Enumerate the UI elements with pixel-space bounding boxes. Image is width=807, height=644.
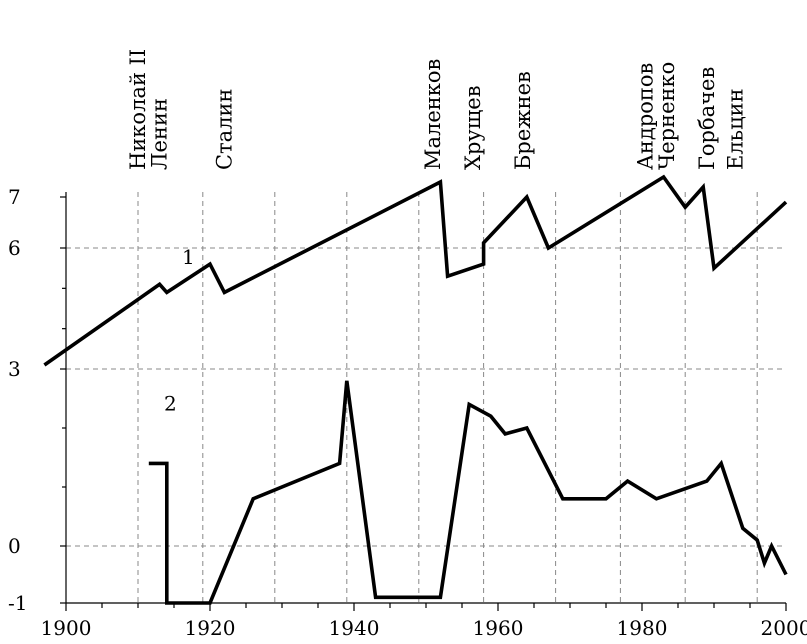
leader-label: Маленков (421, 59, 445, 170)
leader-label: Хрущев (461, 85, 485, 170)
y-tick-label: -1 (8, 591, 27, 615)
x-tick-label: 1940 (329, 616, 380, 640)
y-tick-label: 0 (8, 534, 21, 558)
leader-label: Горбачев (695, 67, 719, 170)
leader-label: Брежнев (511, 71, 535, 170)
leader-label: Сталин (212, 88, 236, 170)
leader-label: Андропов (634, 63, 658, 170)
series-line-1 (43, 174, 788, 367)
y-tick-label: 7 (8, 185, 21, 209)
x-tick-label: 1920 (185, 616, 236, 640)
y-tick-label: 6 (8, 236, 21, 260)
leader-label: Ленин (148, 98, 172, 170)
labels: -1 0 3 6 7 1900 1920 1940 1960 1980 2000 1 2 Николай … (8, 49, 807, 640)
series-label-1: 1 (182, 245, 195, 269)
leader-label: Николай II (126, 49, 150, 170)
x-tick-label: 2000 (761, 616, 807, 640)
leader-label: Черненко (655, 62, 679, 170)
grid-lines (66, 192, 786, 603)
y-tick-label: 3 (8, 357, 21, 381)
x-tick-label: 1960 (473, 616, 524, 640)
series-label-2: 2 (164, 391, 177, 415)
x-tick-label: 1900 (41, 616, 92, 640)
x-tick-label: 1980 (617, 616, 668, 640)
series-lines (43, 174, 788, 605)
leader-label: Ельцин (724, 88, 748, 170)
series-line-2 (148, 380, 788, 605)
